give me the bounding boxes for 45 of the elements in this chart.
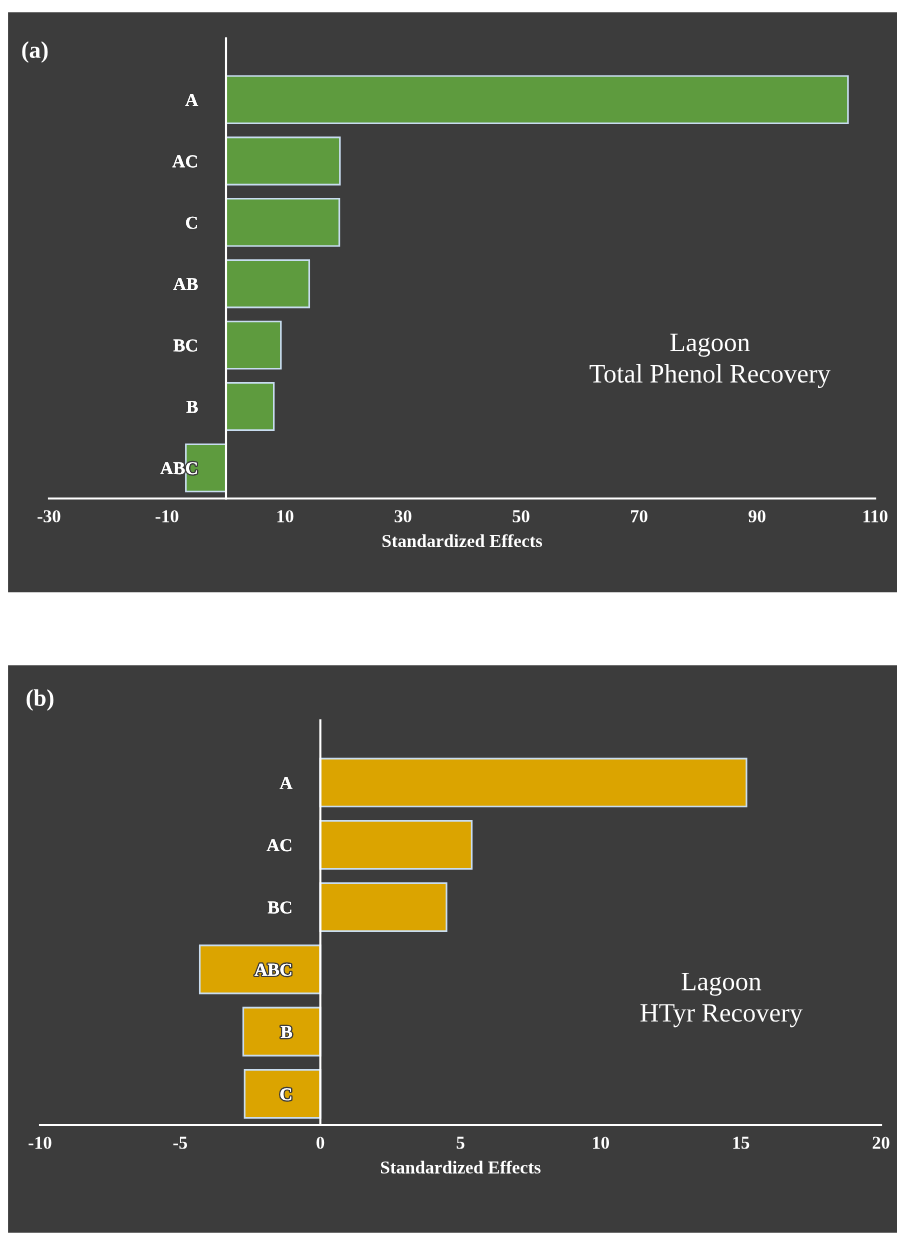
- x-tick-label: -5: [173, 1136, 188, 1149]
- bar: [319, 820, 473, 870]
- bar: [225, 136, 341, 186]
- x-tick-label: 30: [394, 510, 412, 523]
- y-tick-label: BC: [173, 339, 197, 352]
- y-tick-label: AC: [266, 839, 292, 852]
- y-tick-label: A: [279, 776, 293, 789]
- x-tick-label: 0: [316, 1136, 325, 1149]
- y-tick-label: B: [186, 400, 198, 413]
- x-axis-title: Standardized Effects: [382, 534, 543, 548]
- x-tick-label: 20: [872, 1136, 890, 1149]
- y-tick-label: BC: [267, 901, 292, 914]
- bar: [319, 757, 748, 808]
- x-tick-label: 70: [631, 510, 648, 523]
- bar: [225, 75, 849, 125]
- x-tick-label: -30: [37, 510, 61, 523]
- x-tick-label: 90: [748, 510, 766, 523]
- bar: [243, 1069, 322, 1119]
- annotation: Lagoon HTyr Recovery: [640, 972, 803, 1028]
- y-tick-label: AB: [173, 278, 198, 291]
- bar: [242, 1006, 322, 1057]
- x-tick-label: -10: [28, 1136, 52, 1149]
- x-tick-label: 50: [512, 510, 530, 523]
- x-tick-label: 5: [456, 1136, 465, 1149]
- x-tick-label: -10: [155, 510, 179, 523]
- bar: [225, 320, 282, 370]
- x-tick-label: 110: [863, 510, 888, 523]
- y-tick-label: ABC: [254, 963, 292, 976]
- x-axis-title: Standardized Effects: [380, 1160, 541, 1174]
- annotation: Lagoon Total Phenol Recovery: [589, 333, 831, 389]
- x-tick-label: 10: [593, 1136, 610, 1149]
- x-tick-label: 15: [733, 1136, 750, 1149]
- bar: [319, 882, 448, 932]
- bar: [225, 382, 275, 431]
- y-tick-label: C: [280, 1088, 292, 1101]
- x-tick-label: 10: [277, 510, 294, 523]
- bar: [198, 944, 322, 995]
- y-tick-label: B: [280, 1026, 293, 1038]
- bar: [225, 259, 311, 309]
- y-tick-label: A: [185, 93, 199, 106]
- y-tick-label: AC: [172, 155, 197, 168]
- chart-title: (b): [26, 689, 54, 711]
- y-tick-label: C: [186, 216, 197, 229]
- bar: [225, 197, 341, 247]
- chart-title: (a): [22, 41, 48, 63]
